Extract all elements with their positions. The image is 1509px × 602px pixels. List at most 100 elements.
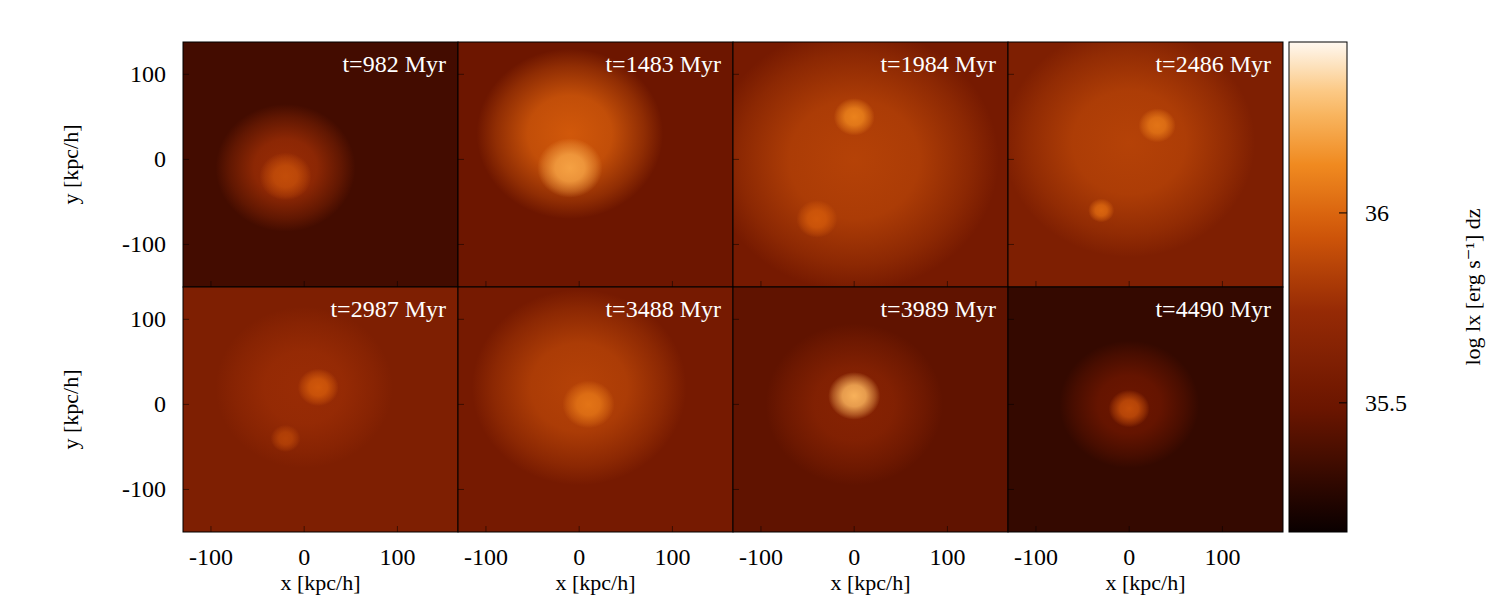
- x-tick: [1222, 526, 1223, 532]
- x-tick: [854, 281, 855, 287]
- emission-component: [216, 307, 393, 469]
- x-axis-title: x [kpc/h]: [1105, 570, 1185, 595]
- x-tick-label: 100: [379, 544, 415, 570]
- colorbar-tick-label: 36: [1365, 200, 1389, 226]
- x-tick: [672, 526, 673, 532]
- y-tick: [183, 74, 189, 75]
- y-tick: [1008, 489, 1014, 490]
- background-level: [183, 287, 458, 532]
- y-tick: [733, 489, 739, 490]
- x-tick: [672, 281, 673, 287]
- x-tick: [485, 281, 486, 287]
- panel: [183, 287, 458, 532]
- y-tick: [1008, 319, 1014, 320]
- y-tick: [458, 159, 464, 160]
- y-tick: [458, 404, 464, 405]
- x-tick-label: 0: [573, 544, 585, 570]
- background-level: [733, 287, 1008, 532]
- x-tick: [210, 526, 211, 532]
- y-tick-label: 0: [154, 146, 166, 172]
- panel-frame: [1008, 287, 1283, 532]
- panel-frame: [183, 42, 458, 287]
- emission-component: [733, 42, 999, 287]
- y-tick: [733, 74, 739, 75]
- colorbar-tick-label: 35.5: [1365, 390, 1407, 416]
- x-tick: [210, 281, 211, 287]
- panel-frame: [458, 42, 733, 287]
- x-tick-label: 0: [848, 544, 860, 570]
- x-tick: [854, 526, 855, 532]
- emission-component: [834, 98, 875, 135]
- emission-component: [828, 372, 880, 420]
- y-axis-title: y [kpc/h]: [58, 369, 83, 449]
- panel: [733, 42, 1008, 287]
- y-tick: [183, 159, 189, 160]
- x-tick: [579, 281, 580, 287]
- y-tick: [183, 319, 189, 320]
- emission-component: [1109, 390, 1150, 427]
- emission-component: [271, 425, 301, 452]
- y-tick-label: 100: [130, 61, 166, 87]
- y-tick: [733, 404, 739, 405]
- x-axis-title: x [kpc/h]: [280, 570, 360, 595]
- emission-component: [562, 381, 614, 429]
- x-tick-label: 100: [654, 544, 690, 570]
- panel-title: t=4490 Myr: [1155, 296, 1271, 322]
- x-tick-label: 0: [298, 544, 310, 570]
- emission-component: [216, 104, 356, 232]
- figure: t=982 Myr-1000100y [kpc/h]t=1483 Myrt=19…: [0, 0, 1509, 602]
- background-level: [458, 287, 733, 532]
- panel: [1008, 42, 1283, 287]
- panel-frame: [183, 287, 458, 532]
- y-tick: [1008, 159, 1014, 160]
- y-tick: [1008, 404, 1014, 405]
- x-tick-label: -100: [739, 544, 783, 570]
- y-tick: [733, 159, 739, 160]
- x-axis-title: x [kpc/h]: [830, 570, 910, 595]
- panel: [733, 287, 1008, 532]
- x-tick-label: 0: [1123, 544, 1135, 570]
- y-axis-title: y [kpc/h]: [58, 124, 83, 204]
- panel: [458, 287, 733, 532]
- emission-component: [1059, 341, 1199, 469]
- panel-title: t=982 Myr: [342, 51, 446, 77]
- panel-frame: [733, 42, 1008, 287]
- x-tick-label: 100: [1204, 544, 1240, 570]
- x-tick: [397, 281, 398, 287]
- y-tick: [458, 244, 464, 245]
- emission-component: [1088, 199, 1114, 223]
- panel-frame: [1008, 42, 1283, 287]
- x-tick: [1129, 281, 1130, 287]
- panel-title: t=2486 Myr: [1155, 51, 1271, 77]
- x-tick: [760, 526, 761, 532]
- y-tick-label: 0: [154, 391, 166, 417]
- panel: [1008, 287, 1283, 532]
- panel-title: t=3989 Myr: [880, 296, 996, 322]
- y-tick: [733, 244, 739, 245]
- panel-title: t=2987 Myr: [330, 296, 446, 322]
- y-tick: [1008, 244, 1014, 245]
- y-tick: [183, 244, 189, 245]
- y-tick-label: -100: [122, 231, 166, 257]
- panel: [183, 42, 458, 287]
- emission-component: [1139, 108, 1176, 142]
- emission-component: [537, 138, 602, 198]
- emission-component: [298, 369, 339, 406]
- x-axis-title: x [kpc/h]: [555, 570, 635, 595]
- background-level: [183, 42, 458, 287]
- y-tick: [733, 319, 739, 320]
- y-tick-label: -100: [122, 476, 166, 502]
- y-tick: [183, 489, 189, 490]
- y-tick-label: 100: [130, 306, 166, 332]
- x-tick: [947, 526, 948, 532]
- emission-component: [796, 200, 837, 237]
- colorbar-tick: [1339, 402, 1347, 403]
- x-tick: [1035, 281, 1036, 287]
- x-tick-label: -100: [189, 544, 233, 570]
- colorbar-tick: [1339, 212, 1347, 213]
- x-tick: [304, 526, 305, 532]
- x-tick-label: -100: [464, 544, 508, 570]
- y-tick: [458, 489, 464, 490]
- x-tick: [1035, 526, 1036, 532]
- panel-title: t=1483 Myr: [605, 51, 721, 77]
